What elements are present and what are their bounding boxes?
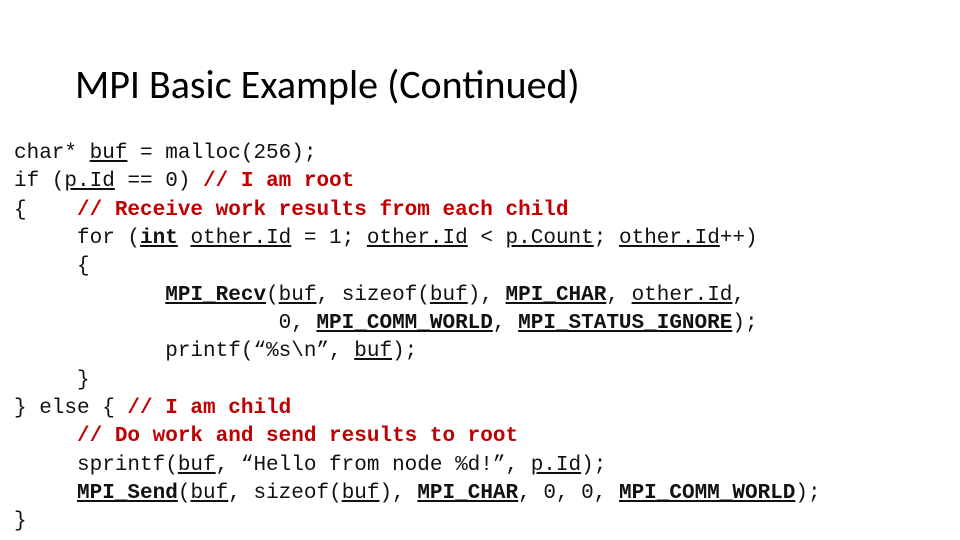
code-text: buf	[354, 340, 392, 363]
code-text: buf	[90, 142, 128, 165]
code-text: ,	[732, 284, 745, 307]
code-text: ),	[468, 284, 506, 307]
code-text: , “Hello from node %d!”,	[216, 454, 531, 477]
code-text: ;	[594, 227, 619, 250]
code-text: (	[266, 284, 279, 307]
code-text: <	[468, 227, 506, 250]
code-text: printf(“%s\n”,	[14, 340, 354, 363]
code-text: ),	[380, 482, 418, 505]
code-text: == 0)	[115, 170, 203, 193]
code-text: for (	[14, 227, 140, 250]
code-text: p.Count	[506, 227, 594, 250]
code-keyword: MPI_CHAR	[506, 284, 607, 307]
code-text: );	[795, 482, 820, 505]
code-text: , sizeof(	[316, 284, 429, 307]
code-text: );	[732, 312, 757, 335]
code-text: (	[178, 482, 191, 505]
code-text: buf	[178, 454, 216, 477]
code-text: other.Id	[190, 227, 291, 250]
code-text: buf	[279, 284, 317, 307]
code-text	[14, 425, 77, 448]
code-text: );	[392, 340, 417, 363]
code-text	[178, 227, 191, 250]
code-text: , 0, 0,	[518, 482, 619, 505]
code-keyword: MPI_CHAR	[417, 482, 518, 505]
code-keyword: int	[140, 227, 178, 250]
code-text: ++)	[720, 227, 758, 250]
code-comment: // I am root	[203, 170, 354, 193]
code-comment: // Do work and send results to root	[77, 425, 518, 448]
code-text: } else {	[14, 397, 127, 420]
code-text	[14, 482, 77, 505]
code-comment: // I am child	[127, 397, 291, 420]
code-text: sprintf(	[14, 454, 178, 477]
code-text: char*	[14, 142, 90, 165]
code-text: }	[14, 369, 90, 392]
code-text: ,	[493, 312, 518, 335]
code-text: ,	[606, 284, 631, 307]
code-text: other.Id	[367, 227, 468, 250]
code-keyword: MPI_COMM_WORLD	[316, 312, 492, 335]
code-text: buf	[342, 482, 380, 505]
code-comment: // Receive work results from each child	[77, 199, 568, 222]
code-text: if (	[14, 170, 64, 193]
code-text: );	[581, 454, 606, 477]
code-text: {	[14, 255, 90, 278]
code-text: p.Id	[531, 454, 581, 477]
code-text: other.Id	[632, 284, 733, 307]
code-keyword: MPI_Recv	[165, 284, 266, 307]
code-text: other.Id	[619, 227, 720, 250]
code-text: p.Id	[64, 170, 114, 193]
code-text: buf	[430, 284, 468, 307]
code-text: {	[14, 199, 77, 222]
code-text	[14, 284, 165, 307]
code-text: , sizeof(	[228, 482, 341, 505]
slide-title: MPI Basic Example (Continued)	[75, 60, 580, 109]
code-text: = 1;	[291, 227, 367, 250]
code-text: buf	[190, 482, 228, 505]
code-keyword: MPI_STATUS_IGNORE	[518, 312, 732, 335]
code-keyword: MPI_COMM_WORLD	[619, 482, 795, 505]
code-block: char* buf = malloc(256); if (p.Id == 0) …	[14, 140, 946, 537]
code-keyword: MPI_Send	[77, 482, 178, 505]
code-text: 0,	[14, 312, 316, 335]
code-text: = malloc(256);	[127, 142, 316, 165]
code-text: }	[14, 510, 27, 533]
slide: { "title": "MPI Basic Example (Continued…	[0, 0, 960, 540]
